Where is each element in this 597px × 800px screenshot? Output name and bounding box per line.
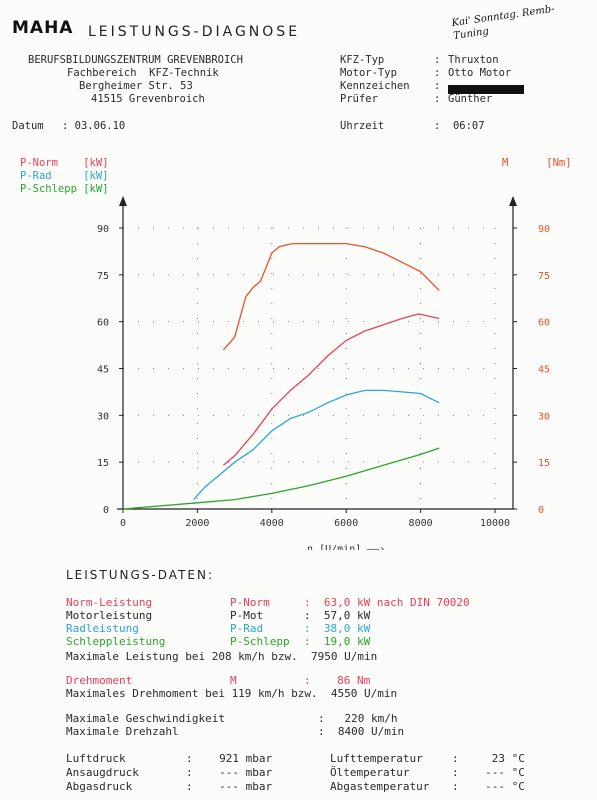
y-axis-right-arrow <box>509 196 517 206</box>
field-colon: : <box>434 54 441 66</box>
x-tick-label: 8000 <box>409 518 433 529</box>
legend-p-rad: P-Rad [kW] <box>20 170 109 183</box>
max-rpm-label: Maximale Drehzahl <box>66 725 179 738</box>
handwritten-note: Kai' Sonntag. Remb-Tuning <box>450 3 556 42</box>
ambient-value: : --- °C <box>452 766 525 779</box>
maha-logo: MAHA <box>12 18 74 38</box>
x-tick-label: 2000 <box>185 518 209 529</box>
field-label: Prüfer <box>340 93 378 105</box>
legend-p-schlepp: P-Schlepp [kW] <box>20 183 109 196</box>
result-symbol: P-Mot <box>230 609 264 622</box>
datum-value: : 03.06.10 <box>62 120 126 132</box>
series-p-rad-line <box>193 389 440 501</box>
y-tick-label-left: 15 <box>97 458 109 469</box>
results-title: LEISTUNGS-DATEN: <box>66 568 214 582</box>
power-torque-chart: 0 15 30 45 60 75 90 0 15 30 45 60 75 90 0 2000 4000 6000 8… <box>97 196 550 550</box>
right-axis-label: M [Nm] <box>502 157 572 170</box>
result-label: Motorleistung <box>66 609 153 622</box>
field-label: Motor-Typ <box>340 67 397 79</box>
institution-line-2: Fachbereich KFZ-Technik <box>67 67 219 79</box>
max-speed-label: Maximale Geschwindigkeit <box>66 712 225 725</box>
datum-text: 03.06.10 <box>74 120 126 132</box>
legend-unit: [kW] <box>83 157 109 169</box>
ambient-value: : --- mbar <box>186 766 273 779</box>
ambient-value: : --- mbar <box>186 780 273 793</box>
legend-unit: [kW] <box>83 170 109 182</box>
series-m-line <box>222 242 440 351</box>
redacted-plate <box>448 82 524 95</box>
series-p-norm-line <box>222 313 440 466</box>
institution-line-4: 41515 Grevenbroich <box>91 93 205 105</box>
result-value: : 63,0 kW nach DIN 70020 <box>304 596 470 609</box>
ambient-label: Lufttemperatur <box>330 752 423 765</box>
field-value: Otto Motor <box>448 67 512 79</box>
field-colon: : <box>434 67 441 79</box>
y-tick-label-left: 0 <box>103 505 109 516</box>
max-torque-line: Maximales Drehmoment bei 119 km/h bzw. 4… <box>66 687 398 700</box>
uhrzeit-label: Uhrzeit <box>340 120 385 132</box>
result-symbol: P-Rad <box>230 622 264 635</box>
field-label: Kennzeichen <box>340 80 410 92</box>
x-tick-label: 4000 <box>260 518 284 529</box>
result-label: Radleistung <box>66 622 139 635</box>
field-colon: : <box>434 93 441 105</box>
y-tick-label-right: 75 <box>538 271 550 282</box>
field-value: Günther <box>448 93 493 105</box>
ambient-label: Abgastemperatur <box>330 780 430 793</box>
result-value: : 57,0 kW <box>304 609 371 622</box>
y-tick-label-right: 0 <box>538 505 544 516</box>
series-p-schlepp-line <box>122 447 440 510</box>
max-speed-value: : 220 km/h <box>318 712 398 725</box>
right-axis-name: M <box>502 157 509 169</box>
result-value: : 38,0 kW <box>304 622 371 635</box>
max-rpm-value: : 8400 U/min <box>318 725 405 738</box>
result-symbol: P-Norm <box>230 596 270 609</box>
x-tick-label: 0 <box>120 518 126 529</box>
y-axis-left-arrow <box>119 196 127 206</box>
page-title: LEISTUNGS-DIAGNOSE <box>88 24 301 40</box>
x-axis-label: n [U/min] ——› <box>307 544 385 550</box>
field-colon: : <box>434 80 441 92</box>
legend-name: P-Norm <box>20 157 58 169</box>
max-power-line: Maximale Leistung bei 208 km/h bzw. 7950… <box>66 650 378 663</box>
ambient-label: Ansaugdruck <box>66 766 139 779</box>
ambient-value: : --- °C <box>452 780 525 793</box>
y-tick-label-left: 60 <box>97 318 109 329</box>
x-tick-label: 6000 <box>334 518 358 529</box>
x-tick-label: 10000 <box>480 518 510 529</box>
legend-p-norm: P-Norm [kW] <box>20 157 109 170</box>
y-tick-label-right: 90 <box>538 224 550 235</box>
y-tick-label-left: 90 <box>97 224 109 235</box>
result-label: Norm-Leistung <box>66 596 153 609</box>
y-tick-label-right: 60 <box>538 318 550 329</box>
ambient-label: Abgasdruck <box>66 780 133 793</box>
legend-name: P-Schlepp <box>20 183 77 195</box>
ambient-label: Luftdruck <box>66 752 126 765</box>
result-symbol: P-Schlepp <box>230 635 290 648</box>
legend-unit: [kW] <box>83 183 109 195</box>
result-label: Schleppleistung <box>66 635 166 648</box>
datum-label: Datum <box>12 120 44 132</box>
uhrzeit-text: 06:07 <box>452 120 485 132</box>
institution-line-3: Bergheimer Str. 53 <box>79 80 193 92</box>
uhrzeit-value: : 06:07 <box>434 120 485 132</box>
y-tick-label-left: 45 <box>97 365 109 376</box>
torque-label: Drehmoment <box>66 674 133 687</box>
ambient-value: : 921 mbar <box>186 752 273 765</box>
field-value: Thruxton <box>448 54 499 66</box>
y-tick-label-right: 15 <box>538 458 550 469</box>
y-tick-label-left: 30 <box>97 411 109 422</box>
right-axis-unit: [Nm] <box>546 157 572 169</box>
y-tick-label-right: 45 <box>538 365 550 376</box>
y-tick-label-right: 30 <box>538 411 550 422</box>
ambient-value: : 23 °C <box>452 752 525 765</box>
result-value: : 19,0 kW <box>304 635 371 648</box>
legend-name: P-Rad <box>20 170 52 182</box>
field-label: KFZ-Typ <box>340 54 385 66</box>
institution-line-1: BERUFSBILDUNGSZENTRUM GREVENBROICH <box>28 54 243 66</box>
torque-symbol: M <box>230 674 237 687</box>
ambient-label: Öltemperatur <box>330 766 410 779</box>
torque-value: : 86 Nm <box>304 674 371 687</box>
y-tick-label-left: 75 <box>97 271 109 282</box>
